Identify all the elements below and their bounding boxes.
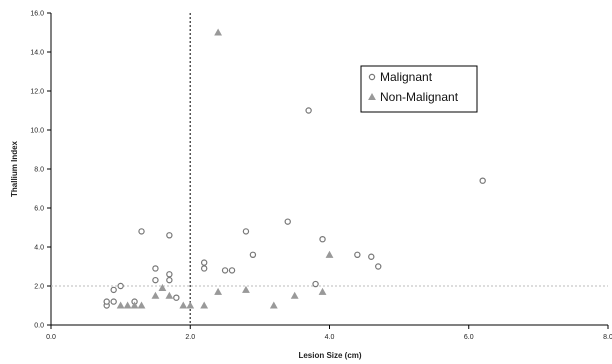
- x-tick-label: 2.0: [185, 334, 195, 341]
- non-malignant-point: [137, 301, 146, 309]
- non-malignant-point: [269, 301, 278, 309]
- legend-malignant-marker: [368, 73, 376, 81]
- y-tick-label: 8.0: [34, 167, 44, 174]
- malignant-point: [375, 263, 382, 270]
- malignant-point: [354, 251, 361, 258]
- y-tick-label: 14.0: [30, 50, 44, 57]
- malignant-point: [110, 298, 117, 305]
- malignant-point: [166, 276, 173, 284]
- non-malignant-point: [151, 291, 160, 299]
- legend-box: [360, 65, 478, 113]
- non-malignant-point: [130, 301, 139, 309]
- malignant-point: [117, 282, 124, 290]
- non-malignant-point: [186, 301, 195, 309]
- malignant-point: [200, 259, 208, 266]
- non-malignant-point: [242, 285, 250, 293]
- malignant-point: [166, 271, 173, 278]
- non-malignant-point: [165, 291, 174, 299]
- x-tick-label: 0.0: [46, 334, 56, 341]
- y-axis-title: Thallium Index: [10, 140, 19, 197]
- x-tick-label: 6.0: [464, 334, 474, 341]
- x-tick-label: 8.0: [603, 334, 612, 341]
- y-tick-label: 4.0: [34, 245, 44, 252]
- malignant-point: [305, 107, 312, 114]
- legend-label: Non-Malignant: [380, 90, 459, 104]
- y-tick-label: 2.0: [34, 284, 44, 291]
- malignant-point: [110, 286, 117, 294]
- malignant-point: [242, 228, 250, 235]
- legend-items: Malignant Non-Malignant: [368, 70, 459, 104]
- legend-label: Malignant: [380, 70, 433, 84]
- y-tick-label: 6.0: [34, 206, 44, 213]
- malignant-point: [319, 235, 326, 243]
- non-malignant-point: [123, 301, 132, 309]
- malignant-point: [228, 267, 236, 274]
- axes: 0.0 2.0 4.0 6.0 8.0 10.0 12.0 14.0 16.0 0.0 2.0 4.0…: [30, 11, 612, 342]
- malignant-point: [284, 218, 291, 225]
- malignant-point: [221, 267, 229, 274]
- x-axis-title: Lesion Size (cm): [298, 351, 361, 360]
- malignant-point: [103, 298, 110, 305]
- data-points: [103, 28, 486, 309]
- x-tick-label: 4.0: [325, 334, 335, 341]
- malignant-point: [166, 232, 173, 239]
- non-malignant-point: [214, 28, 223, 36]
- legend: Malignant Non-Malignant: [360, 65, 478, 113]
- malignant-point: [312, 280, 319, 288]
- malignant-point: [173, 294, 180, 301]
- malignant-point: [152, 265, 159, 272]
- non-malignant-point: [318, 287, 327, 295]
- non-malignant-point: [325, 250, 334, 258]
- malignant-point: [368, 253, 375, 260]
- non-malignant-point: [158, 283, 167, 291]
- malignant-point: [152, 276, 159, 284]
- y-tick-label: 16.0: [30, 11, 44, 18]
- non-malignant-point: [116, 301, 125, 309]
- malignant-point: [138, 228, 145, 235]
- y-tick-label: 10.0: [30, 128, 44, 135]
- non-malignant-point: [214, 287, 223, 295]
- y-tick-label: 0.0: [34, 323, 44, 330]
- malignant-point: [249, 251, 257, 258]
- non-malignant-point: [200, 301, 209, 309]
- reference-lines: [51, 13, 608, 325]
- non-malignant-point: [179, 301, 188, 309]
- legend-non-malignant-marker: [368, 92, 376, 101]
- non-malignant-point: [290, 291, 299, 299]
- y-tick-label: 12.0: [30, 89, 44, 96]
- malignant-point: [200, 265, 208, 272]
- malignant-point: [479, 177, 486, 184]
